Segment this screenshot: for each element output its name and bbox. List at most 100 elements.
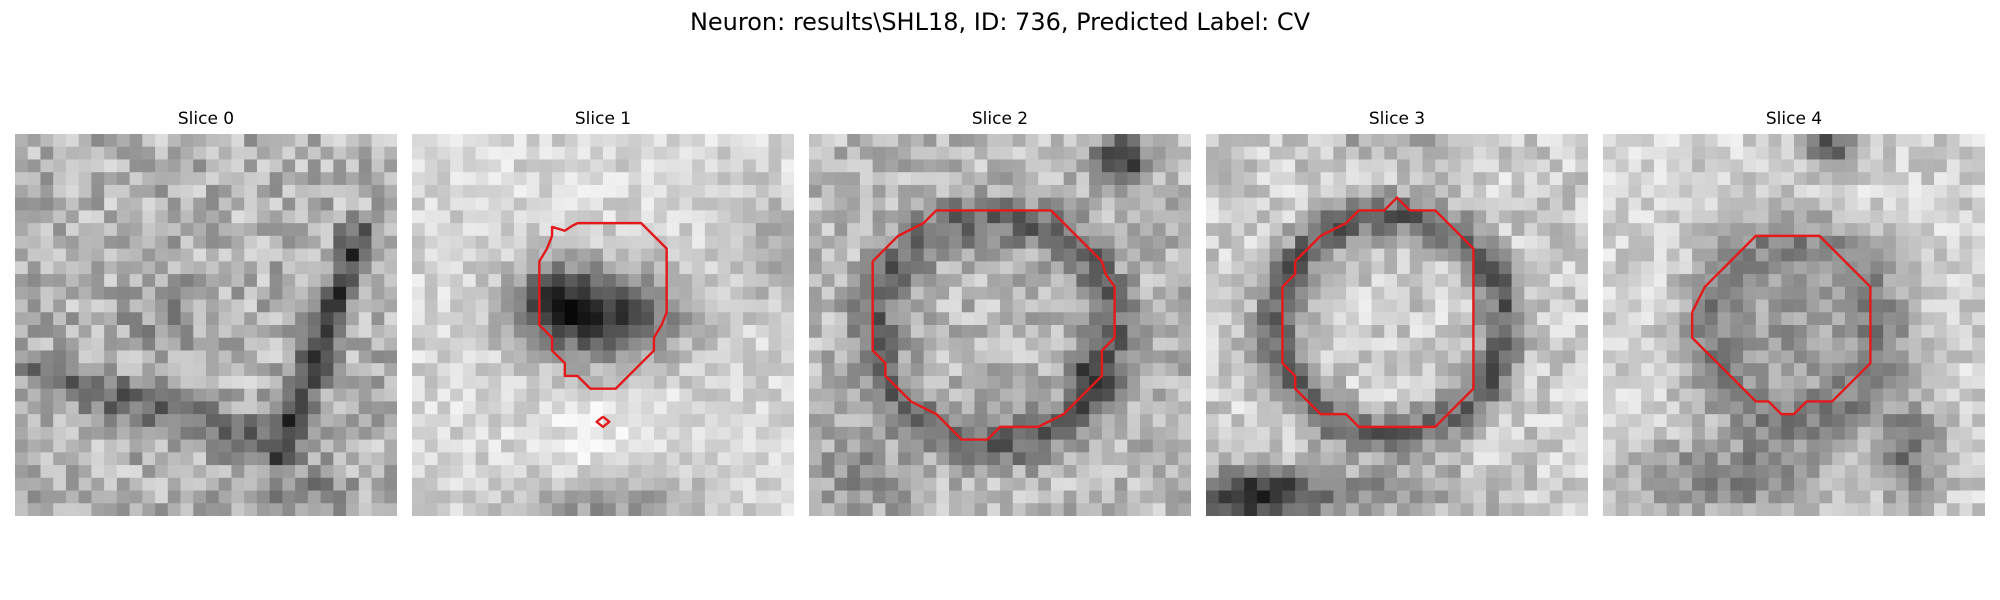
pixel — [384, 452, 397, 466]
pixel — [1269, 248, 1283, 262]
pixel — [129, 248, 143, 262]
pixel — [1089, 426, 1103, 441]
pixel — [628, 134, 642, 148]
pixel — [1218, 248, 1232, 262]
pixel — [923, 286, 937, 301]
pixel — [1269, 299, 1283, 313]
pixel — [1165, 465, 1179, 479]
pixel — [1218, 286, 1232, 301]
pixel — [1743, 286, 1757, 301]
pixel — [384, 350, 397, 364]
pixel — [1460, 312, 1474, 326]
pixel — [1460, 159, 1474, 173]
pixel — [1038, 388, 1052, 402]
pixel — [1447, 274, 1462, 288]
pixel — [1511, 134, 1525, 148]
pixel — [501, 134, 515, 148]
pixel — [1397, 325, 1411, 339]
pixel — [1346, 477, 1360, 492]
pixel — [1320, 184, 1334, 199]
pixel — [1114, 172, 1128, 186]
pixel — [821, 210, 835, 224]
pixel — [358, 146, 373, 160]
pixel — [244, 235, 258, 250]
pixel — [564, 503, 579, 516]
pixel — [653, 337, 668, 351]
pixel — [475, 184, 489, 199]
pixel — [1460, 465, 1474, 479]
pixel — [1921, 350, 1935, 364]
pixel — [1562, 414, 1576, 428]
pixel — [755, 261, 770, 275]
pixel — [1768, 134, 1782, 148]
pixel — [1307, 197, 1322, 211]
pixel — [1730, 477, 1744, 492]
pixel — [1012, 426, 1026, 441]
pixel — [809, 210, 823, 224]
pixel — [501, 159, 515, 173]
pixel — [1653, 490, 1668, 504]
pixel — [1025, 274, 1039, 288]
pixel — [27, 172, 41, 186]
pixel — [859, 388, 874, 402]
pixel — [1140, 388, 1154, 402]
pixel — [1603, 159, 1617, 173]
pixel — [1012, 375, 1026, 390]
pixel — [1025, 388, 1039, 402]
pixel — [1473, 325, 1487, 339]
pixel — [603, 134, 617, 148]
pixel — [53, 184, 67, 199]
pixel — [1140, 350, 1154, 364]
pixel — [1628, 312, 1642, 326]
pixel — [1295, 184, 1309, 199]
pixel — [1256, 465, 1271, 479]
pixel — [1178, 388, 1191, 402]
pixel — [1743, 197, 1757, 211]
pixel — [898, 490, 912, 504]
pixel — [333, 490, 347, 504]
pixel — [193, 159, 207, 173]
pixel — [1934, 299, 1948, 313]
pixel — [231, 286, 245, 301]
pixel — [1282, 286, 1296, 301]
pixel — [1473, 299, 1487, 313]
pixel — [206, 172, 220, 186]
pixel — [501, 235, 515, 250]
pixel — [27, 325, 41, 339]
pixel — [142, 159, 156, 173]
slice-image-1 — [412, 134, 794, 516]
pixel — [1307, 210, 1322, 224]
pixel — [129, 312, 143, 326]
pixel — [949, 235, 963, 250]
pixel — [949, 274, 963, 288]
pixel — [1152, 210, 1167, 224]
pixel — [1641, 452, 1655, 466]
pixel — [1101, 223, 1116, 237]
pixel — [1755, 401, 1770, 415]
pixel — [206, 503, 220, 516]
pixel — [1832, 414, 1846, 428]
pixel — [1152, 414, 1167, 428]
pixel — [180, 350, 194, 364]
pixel — [781, 299, 794, 313]
pixel — [1295, 452, 1309, 466]
pixel — [1295, 477, 1309, 492]
pixel — [475, 146, 489, 160]
pixel — [730, 274, 744, 288]
pixel — [1870, 235, 1884, 250]
pixel — [1206, 197, 1220, 211]
pixel — [809, 325, 823, 339]
pixel — [1883, 286, 1897, 301]
pixel — [513, 363, 528, 377]
pixel — [974, 439, 988, 453]
pixel — [1282, 388, 1296, 402]
pixel — [155, 325, 169, 339]
pixel — [282, 197, 296, 211]
pixel — [193, 503, 207, 516]
pixel — [1934, 248, 1948, 262]
pixel — [295, 184, 309, 199]
pixel — [269, 248, 283, 262]
pixel — [231, 363, 245, 377]
pixel — [1794, 426, 1808, 441]
pixel — [847, 312, 861, 326]
